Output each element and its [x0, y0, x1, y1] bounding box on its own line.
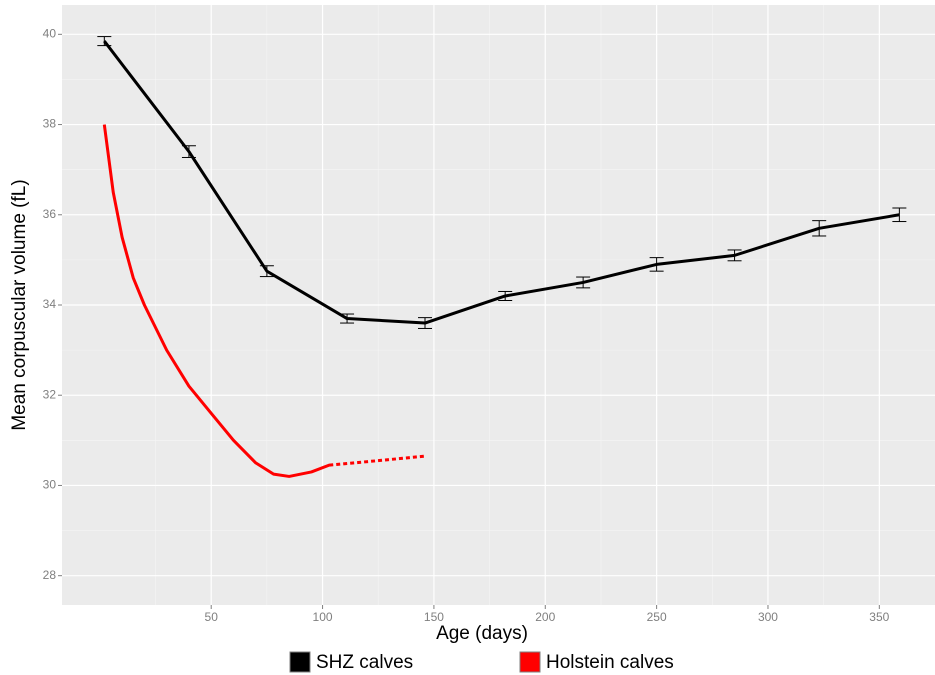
x-tick-label: 350 [869, 610, 889, 624]
y-axis-title: Mean corpuscular volume (fL) [9, 179, 30, 430]
y-tick-label: 34 [43, 297, 57, 311]
x-tick-label: 200 [535, 610, 555, 624]
legend-swatch [519, 651, 541, 673]
error-bar [340, 313, 355, 324]
error-bar [259, 265, 274, 278]
legend-label: SHZ calves [316, 652, 413, 673]
x-tick-label: 150 [424, 610, 444, 624]
y-tick-label: 28 [43, 568, 57, 582]
error-bar [812, 220, 827, 237]
y-tick-label: 40 [43, 26, 57, 40]
legend-label: Holstein calves [546, 652, 674, 673]
error-bar [727, 249, 742, 262]
y-tick-label: 30 [43, 478, 57, 492]
error-bar [576, 276, 591, 289]
legend-swatch [289, 651, 311, 673]
error-bar [97, 36, 112, 47]
x-tick-label: 250 [647, 610, 667, 624]
error-bar [498, 290, 513, 301]
x-axis-title: Age (days) [436, 623, 528, 644]
y-tick-label: 36 [43, 207, 57, 221]
error-bar [181, 145, 196, 158]
series-line [102, 124, 426, 478]
y-tick-label: 32 [43, 387, 57, 401]
x-tick-label: 300 [758, 610, 778, 624]
error-bar [418, 317, 433, 329]
error-bar [649, 257, 664, 272]
error-bar [892, 207, 907, 223]
x-tick-label: 50 [205, 610, 219, 624]
x-tick-label: 100 [313, 610, 333, 624]
y-tick-label: 38 [43, 117, 57, 131]
